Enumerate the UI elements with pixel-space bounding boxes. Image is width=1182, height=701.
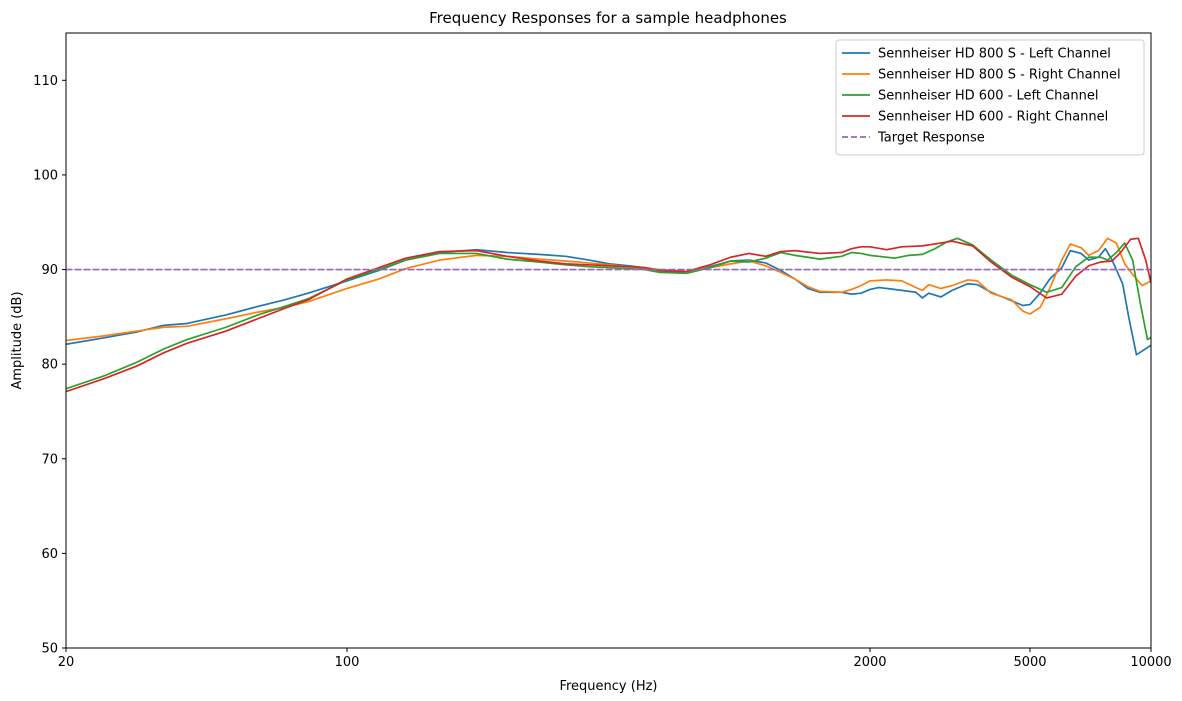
series-line-3	[66, 237, 1151, 393]
x-tick-label: 20	[58, 655, 75, 670]
y-tick-label: 80	[41, 358, 58, 373]
y-axis-label: Amplitude (dB)	[10, 291, 25, 389]
x-tick-label: 5000	[1013, 655, 1046, 670]
chart-title: Frequency Responses for a sample headpho…	[429, 9, 787, 27]
axes-frame	[65, 32, 1152, 649]
legend-label-3: Sennheiser HD 600 - Right Channel	[878, 110, 1108, 125]
series-lines	[66, 237, 1151, 393]
x-axis-ticks: 20 100 2000 5000 10000	[58, 648, 1172, 670]
legend-label-1: Sennheiser HD 800 S - Right Channel	[878, 68, 1121, 83]
x-tick-label: 100	[335, 655, 360, 670]
y-tick-label: 100	[33, 168, 58, 183]
legend: Sennheiser HD 800 S - Left Channel Sennhe…	[835, 39, 1145, 156]
y-tick-label: 50	[41, 642, 58, 657]
legend-box	[835, 39, 1145, 156]
y-tick-label: 90	[41, 263, 58, 278]
series-line-1	[66, 237, 1151, 342]
y-tick-label: 110	[33, 74, 58, 89]
x-tick-label: 2000	[853, 655, 886, 670]
x-axis-label: Frequency (Hz)	[559, 679, 657, 694]
y-tick-label: 70	[41, 452, 58, 467]
legend-label-2: Sennheiser HD 600 - Left Channel	[878, 89, 1098, 104]
series-line-2	[66, 237, 1151, 390]
y-axis-ticks: 50 60 70 80 90 100 110	[33, 74, 66, 657]
x-tick-label: 10000	[1130, 655, 1171, 670]
legend-label-0: Sennheiser HD 800 S - Left Channel	[878, 47, 1111, 62]
y-tick-label: 60	[41, 547, 58, 562]
legend-label-4: Target Response	[877, 131, 985, 146]
